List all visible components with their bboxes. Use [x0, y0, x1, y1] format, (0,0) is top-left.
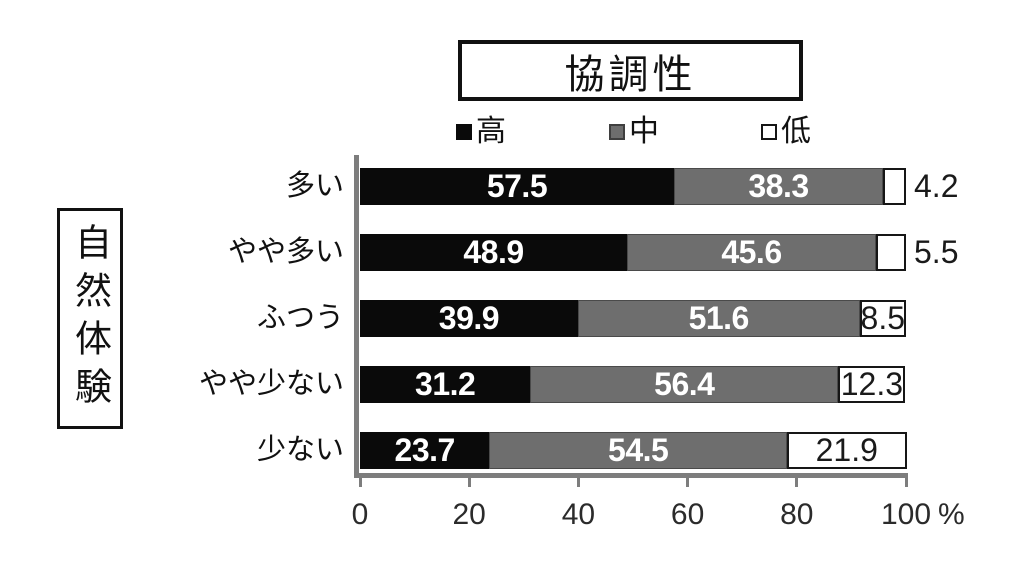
bar-segment-高 [360, 432, 490, 469]
value-label: 12.3 [840, 366, 903, 402]
value-label: 57.5 [486, 168, 548, 204]
legend-label-low: 低 [781, 115, 811, 148]
value-label: 51.6 [688, 300, 750, 336]
category-label: ふつう [256, 302, 344, 334]
y-axis-title-box: 自然体験 [57, 208, 123, 429]
bar-segment-高 [360, 366, 531, 403]
chart-title: 協調性 [564, 52, 697, 97]
bar-segment-高 [360, 234, 627, 271]
legend-item-high: 高 [456, 116, 506, 148]
x-axis-unit-label: % [938, 498, 965, 531]
x-tick-label: 60 [670, 498, 705, 531]
mid-swatch-icon [609, 124, 625, 140]
category-label: 少ない [256, 434, 344, 466]
bar-segment-低 [875, 234, 906, 271]
value-label: 48.9 [463, 234, 524, 270]
low-swatch-icon [761, 124, 777, 140]
legend-label-high: 高 [476, 115, 506, 148]
x-tick-mark [904, 478, 908, 487]
value-label: 39.9 [438, 300, 500, 336]
bar-segment-中 [530, 366, 839, 403]
legend-item-low: 低 [761, 116, 811, 148]
legend-label-mid: 中 [629, 115, 659, 148]
x-axis-line [354, 473, 908, 478]
value-label: 54.5 [608, 432, 669, 468]
bar-segment-中 [673, 168, 884, 205]
bar-segment-中 [577, 300, 860, 337]
x-tick-label: 40 [561, 498, 596, 531]
x-tick-mark [795, 478, 799, 487]
bar-segment-高 [360, 168, 674, 205]
y-axis-line [354, 155, 359, 478]
value-label: 45.6 [721, 234, 782, 270]
bar-segment-低 [838, 366, 906, 403]
bar-segment-低 [786, 432, 907, 469]
bar-segment-低 [859, 300, 906, 337]
bar-segment-中 [489, 432, 787, 469]
x-tick-mark [686, 478, 690, 487]
bar-segment-中 [626, 234, 876, 271]
category-label: やや多い [227, 236, 344, 268]
y-axis-title: 自然体験 [69, 222, 111, 415]
value-label: 38.3 [748, 168, 809, 204]
x-tick-label: 100 [880, 498, 932, 531]
value-label: 31.2 [415, 366, 476, 402]
x-tick-label: 0 [351, 498, 369, 531]
category-label: 多い [285, 170, 344, 202]
value-label: 4.2 [914, 168, 959, 204]
bar-segment-高 [360, 300, 578, 337]
value-label: 8.5 [860, 300, 906, 336]
x-tick-mark [467, 478, 471, 487]
value-label: 21.9 [815, 432, 878, 468]
value-label: 23.7 [394, 432, 456, 468]
value-label: 5.5 [914, 234, 959, 270]
legend-item-mid: 中 [609, 116, 659, 148]
value-label: 56.4 [654, 366, 715, 402]
x-tick-label: 80 [780, 498, 814, 531]
high-swatch-icon [456, 124, 472, 140]
x-tick-label: 20 [452, 498, 486, 531]
chart-title-box: 協調性 [458, 40, 803, 101]
x-tick-mark [576, 478, 580, 487]
x-tick-mark [358, 478, 362, 487]
bar-segment-低 [883, 168, 906, 205]
category-label: やや少ない [198, 368, 344, 400]
